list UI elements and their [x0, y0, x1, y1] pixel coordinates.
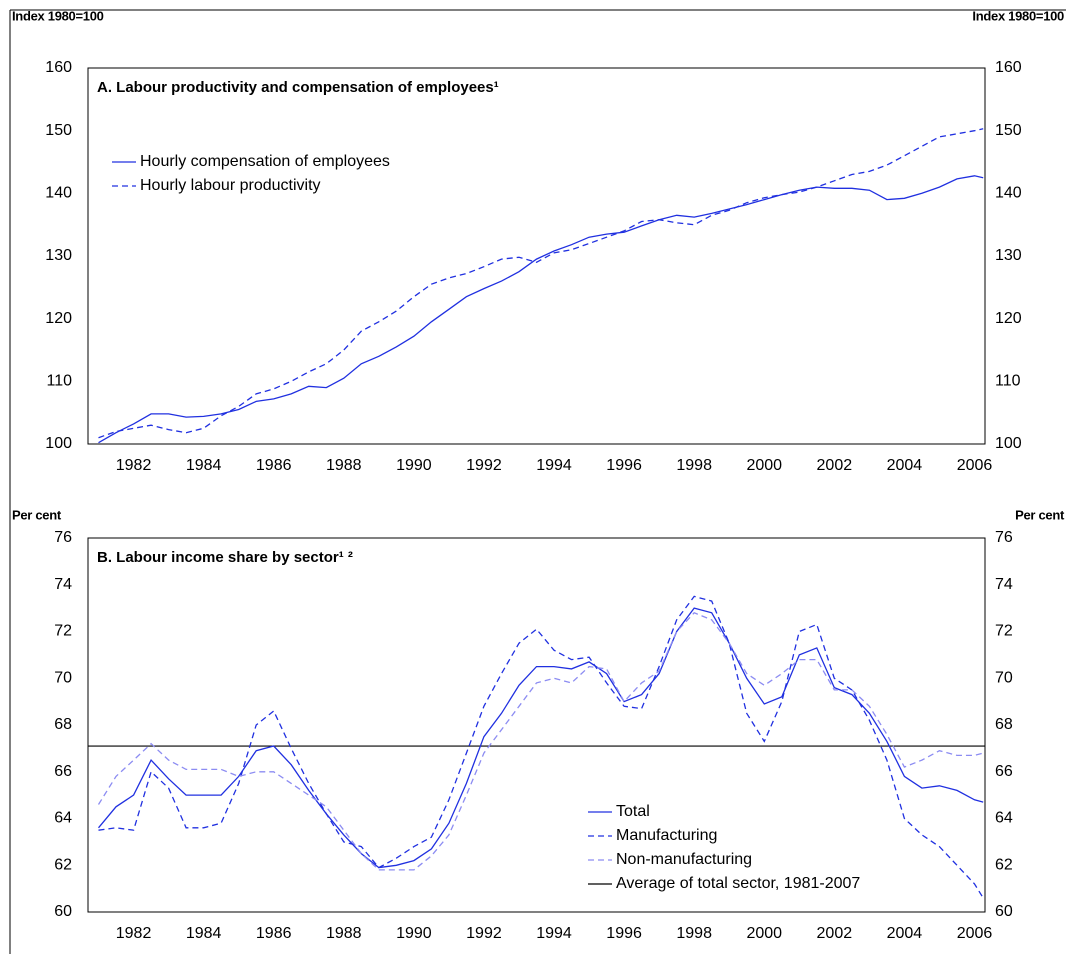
- y-tick-label: 60: [54, 903, 72, 920]
- y-tick-label: 160: [45, 59, 72, 76]
- y-axis-label: Per cent: [12, 507, 62, 522]
- series-line: [98, 595, 984, 899]
- x-tick-label: 1990: [396, 457, 432, 474]
- y-tick-label: 62: [54, 856, 72, 873]
- y2-tick-label: 62: [995, 856, 1013, 873]
- y-tick-label: 72: [54, 623, 72, 640]
- y-axis-label: Index 1980=100: [12, 8, 104, 23]
- panel-title: A. Labour productivity and compensation …: [97, 79, 499, 96]
- series-line: [98, 175, 984, 444]
- y-tick-label: 64: [54, 810, 72, 827]
- y-tick-label: 68: [54, 716, 72, 733]
- y2-axis-label: Per cent: [1015, 507, 1065, 522]
- y2-tick-label: 70: [995, 669, 1013, 686]
- x-tick-label: 1986: [256, 457, 292, 474]
- series-line: [98, 128, 984, 439]
- y-tick-label: 74: [54, 576, 72, 593]
- y2-tick-label: 68: [995, 716, 1013, 733]
- y2-tick-label: 74: [995, 576, 1013, 593]
- x-tick-label: 1992: [466, 925, 502, 942]
- x-tick-label: 1994: [536, 925, 572, 942]
- x-tick-label: 1998: [676, 925, 712, 942]
- x-tick-label: 2006: [957, 925, 993, 942]
- x-tick-label: 1994: [536, 457, 572, 474]
- y-tick-label: 120: [45, 310, 72, 327]
- series-line: [98, 607, 984, 869]
- y2-tick-label: 150: [995, 122, 1022, 139]
- legend-label: Average of total sector, 1981-2007: [616, 875, 860, 892]
- x-tick-label: 2000: [746, 925, 782, 942]
- y2-tick-label: 76: [995, 529, 1013, 546]
- legend-label: Non-manufacturing: [616, 851, 752, 868]
- x-tick-label: 1984: [186, 925, 222, 942]
- y-tick-label: 66: [54, 763, 72, 780]
- y2-tick-label: 72: [995, 623, 1013, 640]
- y-tick-label: 150: [45, 122, 72, 139]
- y2-tick-label: 130: [995, 247, 1022, 264]
- y-tick-label: 100: [45, 435, 72, 452]
- y2-tick-label: 66: [995, 763, 1013, 780]
- x-tick-label: 1988: [326, 925, 362, 942]
- series-line: [97, 612, 984, 871]
- x-tick-label: 2004: [887, 457, 923, 474]
- y2-tick-label: 110: [995, 373, 1021, 390]
- plot-area: [87, 537, 986, 913]
- x-tick-label: 2000: [746, 457, 782, 474]
- legend-label: Total: [616, 803, 650, 820]
- x-tick-label: 1984: [186, 457, 222, 474]
- x-tick-label: 1996: [606, 925, 642, 942]
- y2-tick-label: 160: [995, 59, 1022, 76]
- x-tick-label: 2002: [817, 457, 853, 474]
- y2-axis-label: Index 1980=100: [972, 8, 1064, 23]
- y2-tick-label: 120: [995, 310, 1022, 327]
- x-tick-label: 1988: [326, 457, 362, 474]
- x-tick-label: 1986: [256, 925, 292, 942]
- y2-tick-label: 64: [995, 810, 1013, 827]
- x-tick-label: 2004: [887, 925, 923, 942]
- x-tick-label: 1990: [396, 925, 432, 942]
- x-tick-label: 1996: [606, 457, 642, 474]
- y-tick-label: 110: [46, 373, 72, 390]
- y2-tick-label: 140: [995, 185, 1022, 202]
- y-tick-label: 140: [45, 185, 72, 202]
- legend-label: Manufacturing: [616, 827, 717, 844]
- y2-tick-label: 60: [995, 903, 1013, 920]
- y-tick-label: 130: [45, 247, 72, 264]
- legend-label: Hourly compensation of employees: [140, 153, 390, 170]
- x-tick-label: 1982: [116, 457, 152, 474]
- x-tick-label: 1982: [116, 925, 152, 942]
- panel-title: B. Labour income share by sector¹ ²: [97, 549, 353, 566]
- y2-tick-label: 100: [995, 435, 1022, 452]
- x-tick-label: 1992: [466, 457, 502, 474]
- legend-label: Hourly labour productivity: [140, 177, 321, 194]
- y-tick-label: 70: [54, 669, 72, 686]
- x-tick-label: 1998: [676, 457, 712, 474]
- x-tick-label: 2002: [817, 925, 853, 942]
- y-tick-label: 76: [54, 529, 72, 546]
- x-tick-label: 2006: [957, 457, 993, 474]
- plot-area: [87, 67, 986, 445]
